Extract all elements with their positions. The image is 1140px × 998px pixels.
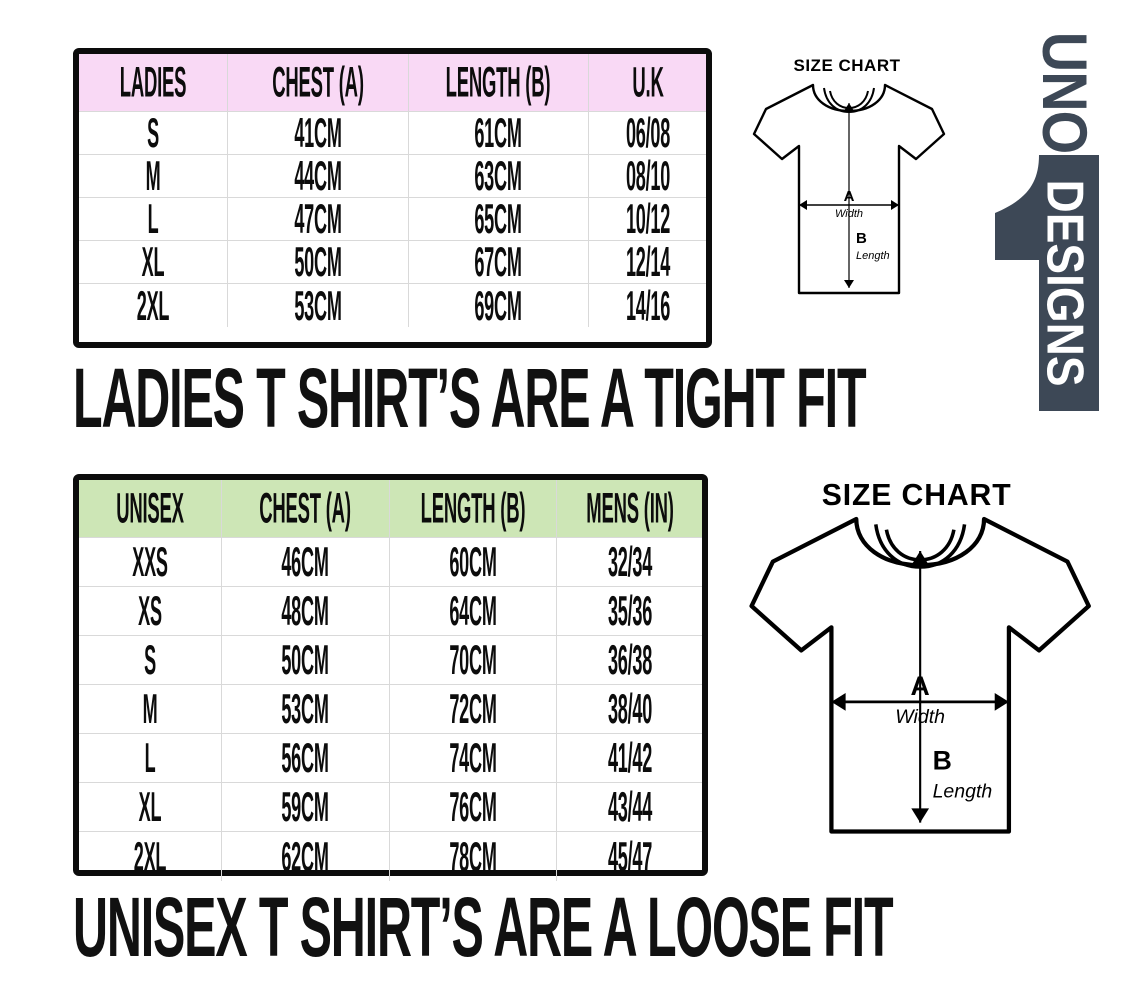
svg-text:SIZE CHART: SIZE CHART (822, 480, 1012, 512)
svg-text:Length: Length (933, 781, 993, 803)
svg-text:B: B (856, 230, 867, 247)
svg-text:SIZE CHART: SIZE CHART (794, 56, 901, 75)
svg-text:B: B (933, 745, 952, 775)
svg-text:Length: Length (856, 250, 890, 262)
